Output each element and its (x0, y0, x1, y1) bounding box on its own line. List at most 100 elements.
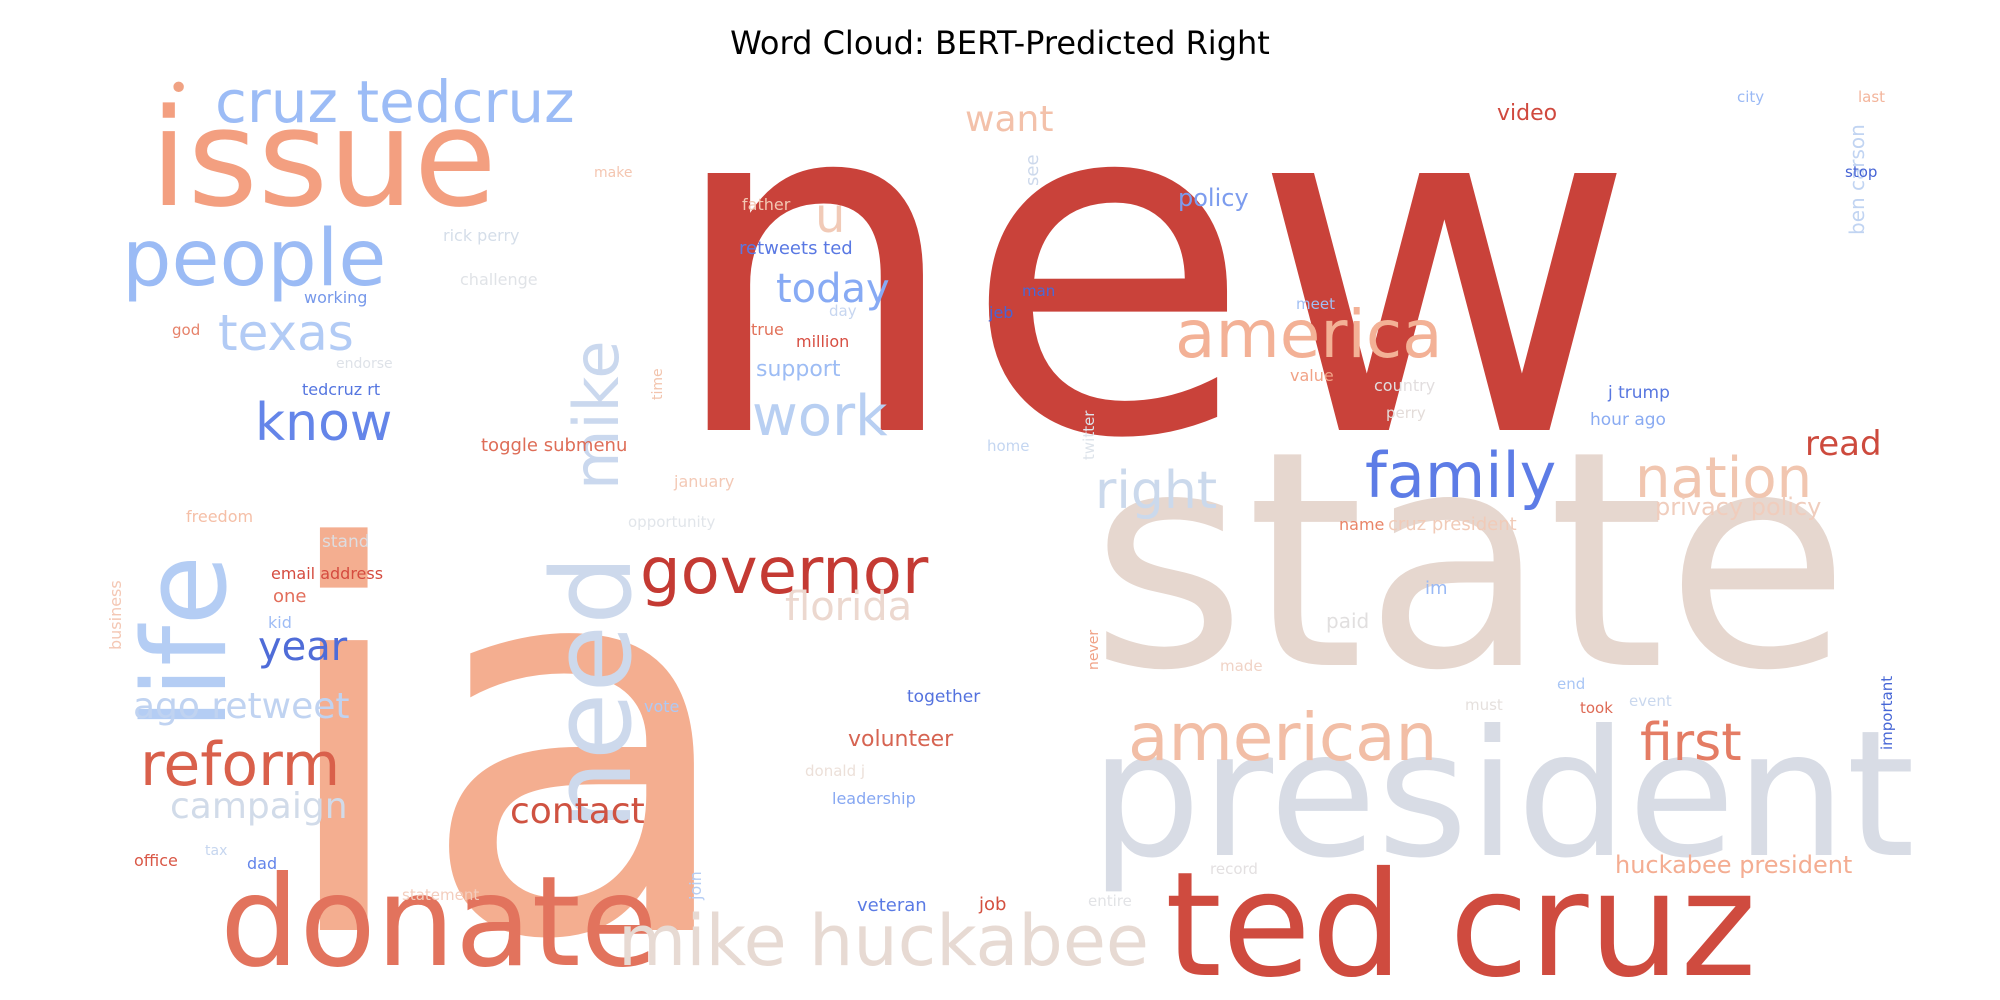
word-see: see (1022, 154, 1043, 186)
word-florida: florida (785, 584, 912, 630)
word-end: end (1557, 675, 1585, 693)
word-make: make (594, 165, 632, 181)
word-working: working (304, 288, 367, 307)
word-perry: perry (1386, 404, 1426, 422)
word-name: name (1339, 515, 1384, 534)
word-record: record (1210, 860, 1258, 878)
word-huckabee-president: huckabee president (1615, 851, 1852, 879)
word-endorse: endorse (336, 356, 393, 372)
word-ted-cruz: ted cruz (1165, 841, 1757, 1000)
word-made: made (1220, 657, 1263, 675)
word-american: american (1128, 699, 1437, 776)
chart-title: Word Cloud: BERT-Predicted Right (730, 24, 1270, 62)
word-work: work (752, 384, 888, 449)
word-time: time (650, 368, 666, 400)
word-right: right (1095, 461, 1217, 521)
word-one: one (273, 586, 307, 607)
word-god: god (172, 321, 200, 339)
word-year: year (258, 624, 348, 670)
word-true: true (751, 320, 784, 339)
word-january: january (673, 472, 734, 491)
word-meet: meet (1296, 295, 1335, 313)
word-today: today (776, 266, 890, 312)
word-never: never (1086, 630, 1102, 670)
word-must: must (1465, 696, 1503, 714)
word-stand: stand (322, 532, 370, 552)
word-day: day (829, 302, 857, 320)
word-stop: stop (1845, 163, 1877, 181)
word-cruz-tedcruz: cruz tedcruz (215, 68, 575, 136)
word-tedcruz-rt: tedcruz rt (302, 380, 380, 399)
word-million: million (796, 332, 849, 351)
word-first: first (1640, 713, 1742, 773)
word-donald-j: donald j (805, 762, 865, 780)
word-took: took (1580, 699, 1613, 717)
word-governor: governor (640, 535, 929, 609)
word-want: want (965, 99, 1053, 140)
word-twitter: twitter (1080, 410, 1098, 460)
word-know: know (255, 393, 392, 453)
word-job: job (978, 894, 1006, 915)
word-tax: tax (205, 843, 227, 859)
word-u: u (815, 188, 845, 244)
word-need: need (528, 555, 656, 830)
word-statement: statement (402, 886, 479, 904)
word-reform: reform (140, 730, 340, 800)
word-life: life (119, 555, 253, 730)
word-president: president (1090, 694, 1915, 897)
word-america: america (1175, 296, 1443, 373)
word-people: people (122, 214, 386, 304)
word-retweets-ted: retweets ted (739, 238, 853, 259)
word-challenge: challenge (460, 270, 538, 289)
word-leadership: leadership (832, 789, 916, 808)
word-family: family (1365, 439, 1556, 512)
word-im: im (1425, 578, 1448, 599)
word-mike: mike (560, 341, 633, 490)
word-state: state (1090, 387, 1850, 736)
word-j-trump: j trump (1607, 383, 1670, 403)
word-important: important (1878, 676, 1896, 750)
word-contact: contact (510, 791, 645, 832)
word-dad: dad (247, 854, 277, 873)
word-mike-huckabee: mike huckabee (618, 900, 1149, 982)
word-opportunity: opportunity (628, 513, 716, 531)
word-paid: paid (1326, 609, 1369, 633)
word-last: last (1858, 88, 1885, 106)
word-support: support (756, 357, 841, 382)
word-ago-retweet: ago retweet (133, 686, 350, 727)
word-country: country (1374, 376, 1435, 395)
word-hour-ago: hour ago (1590, 410, 1666, 430)
word-new: new (665, 0, 1636, 541)
word-value: value (1290, 366, 1334, 385)
word-freedom: freedom (186, 507, 253, 526)
word-campaign: campaign (170, 786, 348, 827)
word-privacy-policy: privacy policy (1655, 493, 1821, 521)
word-read: read (1805, 424, 1882, 464)
word-texas: texas (218, 304, 354, 362)
word-vote: vote (644, 697, 679, 716)
word-rick-perry: rick perry (443, 226, 520, 245)
word-business: business (106, 580, 125, 650)
word-cruz-president: cruz president (1388, 514, 1517, 535)
word-event: event (1629, 692, 1672, 710)
word-office: office (134, 851, 178, 870)
word-together: together (907, 687, 980, 707)
word-veteran: veteran (857, 895, 927, 916)
word-policy: policy (1178, 184, 1249, 212)
word-father: father (742, 195, 791, 214)
word-join: join (686, 871, 705, 901)
word-entire: entire (1088, 892, 1132, 910)
word-dot: • (168, 68, 189, 109)
word-video: video (1497, 101, 1557, 126)
word-jeb: jeb (988, 303, 1013, 322)
word-email-address: email address (271, 564, 383, 583)
word-issue: issue (150, 80, 497, 237)
word-donate: donate (220, 850, 658, 995)
word-nation: nation (1635, 446, 1812, 511)
word-home: home (987, 437, 1030, 455)
word-volunteer: volunteer (848, 727, 954, 752)
word-city: city (1737, 88, 1764, 106)
word-kid: kid (268, 613, 292, 632)
word-man: man (1022, 282, 1055, 300)
